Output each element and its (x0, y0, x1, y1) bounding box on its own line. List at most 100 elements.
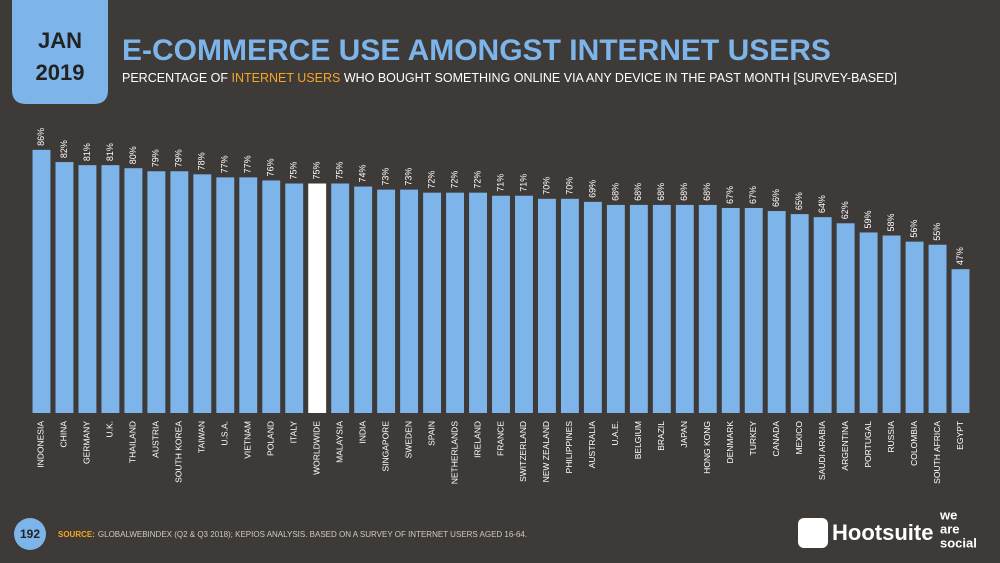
logo-icon (798, 518, 828, 548)
x-tick-label: BELGIUM (633, 421, 643, 459)
value-label: 75% (312, 161, 322, 179)
value-label: 79% (174, 149, 184, 167)
value-label: 71% (518, 174, 528, 192)
x-tick-label: INDIA (357, 421, 367, 444)
bar (537, 198, 556, 413)
x-tick-label: POLAND (265, 421, 275, 456)
bar (400, 189, 419, 413)
value-label: 70% (541, 177, 551, 195)
bar (492, 195, 510, 413)
x-tick-label: BRAZIL (656, 421, 666, 451)
bar (32, 149, 51, 413)
x-tick-label: SINGAPORE (380, 421, 390, 472)
bar (928, 244, 947, 413)
bar (469, 192, 487, 413)
subtitle-part: PERCENTAGE OF (122, 71, 232, 85)
x-tick-label: MEXICO (794, 421, 804, 455)
x-tick-label: FRANCE (495, 421, 505, 456)
x-tick-label: MALAYSIA (334, 421, 344, 463)
x-tick-label: GERMANY (82, 421, 92, 464)
x-tick-label: PORTUGAL (863, 421, 873, 468)
value-label: 68% (679, 183, 689, 201)
value-label: 67% (748, 186, 758, 204)
bar (905, 241, 924, 413)
x-tick-label: U.S.A. (220, 421, 230, 446)
bar (951, 269, 970, 413)
bar (652, 204, 671, 413)
value-label: 72% (472, 171, 482, 189)
x-tick-label: SAUDI ARABIA (817, 421, 827, 480)
bar (331, 183, 350, 413)
x-tick-label: SOUTH KOREA (174, 421, 184, 483)
bar (606, 204, 625, 413)
bar (859, 232, 878, 413)
bar (78, 165, 97, 413)
x-tick-label: NETHERLANDS (449, 421, 459, 485)
bar (55, 162, 74, 413)
bar (239, 177, 258, 413)
value-label: 81% (105, 143, 115, 161)
value-label: 59% (863, 210, 873, 228)
value-label: 67% (725, 186, 735, 204)
bar (836, 223, 855, 413)
source-text: GLOBALWEBINDEX (Q2 & Q3 2018); KEPIOS AN… (98, 530, 527, 539)
bar (354, 186, 373, 413)
chart-title: E-COMMERCE USE AMONGST INTERNET USERS (122, 34, 831, 67)
bar (124, 168, 143, 413)
month: JAN (38, 28, 82, 53)
value-label: 68% (656, 183, 666, 201)
bar (101, 165, 120, 413)
x-tick-label: PHILIPPINES (564, 421, 574, 474)
bar (193, 174, 212, 413)
value-label: 69% (587, 180, 597, 198)
value-label: 82% (59, 140, 69, 158)
bar (813, 217, 832, 413)
bar (560, 198, 579, 413)
value-label: 72% (449, 171, 459, 189)
x-tick-label: INDONESIA (36, 421, 46, 468)
bar (147, 171, 166, 413)
year: 2019 (36, 60, 85, 85)
x-tick-label: U.K. (105, 421, 115, 438)
x-tick-label: WORLDWIDE (311, 421, 321, 475)
x-tick-label: ITALY (288, 421, 298, 444)
x-tick-label: JAPAN (679, 421, 689, 448)
value-label: 75% (289, 161, 299, 179)
bar (446, 192, 465, 413)
x-tick-label: AUSTRALIA (587, 421, 597, 469)
x-tick-label: TAIWAN (197, 421, 207, 453)
value-label: 62% (840, 201, 850, 219)
value-label: 73% (403, 168, 413, 186)
date-badge (12, 0, 108, 104)
page-number: 192 (20, 527, 40, 541)
value-label: 74% (358, 165, 368, 183)
x-tick-label: CANADA (771, 421, 781, 457)
value-label: 56% (909, 220, 919, 238)
value-label: 64% (817, 195, 827, 213)
value-label: 80% (128, 146, 138, 164)
x-tick-label: U.A.E. (610, 421, 620, 446)
x-tick-label: CHINA (59, 421, 69, 448)
value-label: 75% (335, 161, 345, 179)
value-label: 65% (794, 192, 804, 210)
value-label: 81% (82, 143, 92, 161)
bar (377, 189, 396, 413)
bar (262, 180, 281, 413)
value-label: 77% (220, 155, 230, 173)
value-label: 68% (702, 183, 712, 201)
bar (767, 211, 786, 413)
x-tick-label: TURKEY (748, 421, 758, 456)
subtitle: PERCENTAGE OF INTERNET USERS WHO BOUGHT … (122, 71, 897, 85)
x-tick-label: SOUTH AFRICA (932, 421, 942, 484)
value-label: 73% (380, 168, 390, 186)
bar (675, 204, 694, 413)
x-tick-label: SWITZERLAND (518, 421, 528, 482)
bar (629, 204, 648, 413)
value-label: 68% (633, 183, 643, 201)
value-label: 70% (564, 177, 574, 195)
value-label: 86% (36, 128, 46, 146)
x-tick-label: EGYPT (955, 421, 965, 450)
bar (285, 183, 304, 413)
bar (744, 207, 763, 413)
